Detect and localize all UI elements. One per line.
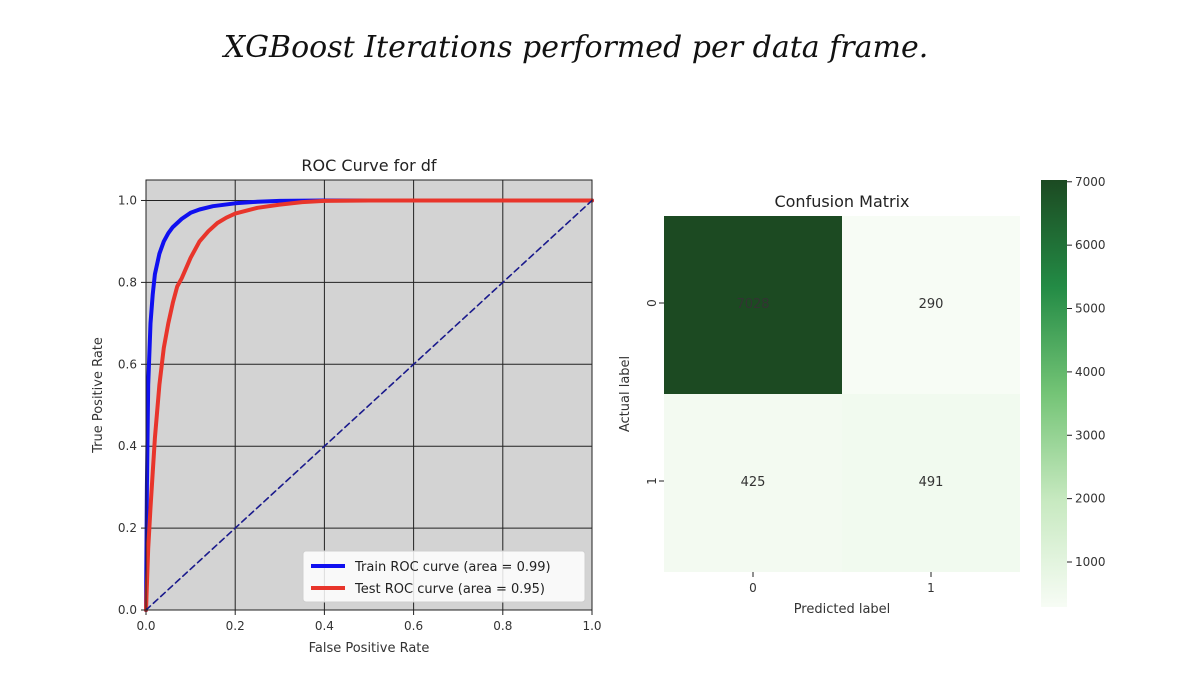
cm-colorbar-tick-label: 4000	[1075, 365, 1106, 379]
cm-y-tick-label: 1	[645, 477, 659, 485]
roc-x-tick-label: 0.6	[404, 619, 423, 633]
roc-chance-line	[145, 199, 593, 611]
roc-y-tick-label: 0.0	[118, 603, 137, 617]
cm-y-axis-label: Actual label	[618, 356, 633, 432]
roc-x-tick-label: 0.8	[493, 619, 512, 633]
roc-y-tick-label: 0.2	[118, 521, 137, 535]
roc-y-tick-label: 0.6	[118, 357, 137, 371]
roc-legend-box	[302, 550, 586, 603]
cm-y-tick-label: 0	[645, 299, 659, 307]
cm-cell-value: 7028	[736, 297, 769, 312]
cm-cell-value: 290	[919, 297, 944, 312]
cm-colorbar-tick-label: 7000	[1075, 175, 1106, 189]
roc-plot-background	[146, 180, 592, 610]
cm-cell	[664, 216, 842, 394]
cm-colorbar-tick-label: 5000	[1075, 302, 1106, 316]
cm-cell	[842, 216, 1020, 394]
roc-plot-frame	[145, 179, 593, 611]
cm-cell-value: 425	[741, 475, 766, 490]
cm-cells: 7028 290 425 491	[664, 216, 1020, 572]
roc-legend-label-test: Test ROC curve (area = 0.95)	[354, 582, 545, 597]
roc-y-tick-label: 1.0	[118, 193, 137, 207]
cm-x-axis-label: Predicted label	[794, 602, 891, 617]
roc-legend-label-train: Train ROC curve (area = 0.99)	[354, 560, 551, 575]
roc-series-lines	[144, 198, 594, 612]
confusion-matrix-chart: Confusion Matrix 7028 290 425 491 0 1 0 1 Pred…	[618, 175, 1106, 617]
roc-legend: Train ROC curve (area = 0.99) Test ROC c…	[302, 550, 586, 603]
cm-x-tick-label: 0	[749, 581, 757, 595]
roc-chart: 0.0 0.2 0.4 0.6 0.8 1.0 0.0 0.2 0.4 0.6 0.8 1.0 RO…	[91, 156, 602, 656]
cm-title: Confusion Matrix	[774, 192, 909, 211]
roc-y-axis-label: True Positive Rate	[91, 337, 106, 454]
cm-colorbar-ticks: 1000 2000 3000 4000 5000 6000 7000	[1067, 175, 1106, 569]
cm-cell	[664, 394, 842, 572]
roc-y-tick-label: 0.4	[118, 439, 137, 453]
roc-gridlines	[145, 180, 593, 611]
roc-x-tick-label: 0.2	[226, 619, 245, 633]
roc-x-tick-label: 1.0	[582, 619, 601, 633]
cm-colorbar-tick-label: 2000	[1075, 492, 1106, 506]
cm-colorbar-tick-label: 1000	[1075, 555, 1106, 569]
cm-colorbar-tick-label: 6000	[1075, 238, 1106, 252]
cm-cell	[842, 394, 1020, 572]
cm-x-tick-label: 1	[927, 581, 935, 595]
cm-cell-value: 491	[919, 475, 944, 490]
roc-x-axis-label: False Positive Rate	[309, 641, 430, 656]
roc-x-tick-label: 0.4	[315, 619, 334, 633]
roc-title: ROC Curve for df	[301, 156, 437, 175]
roc-y-tick-label: 0.8	[118, 275, 137, 289]
cm-colorbar-tick-label: 3000	[1075, 428, 1106, 442]
cm-colorbar	[1041, 180, 1067, 607]
roc-test-curve	[144, 198, 594, 612]
cm-axis-ticks: 0 1 0 1	[645, 299, 935, 595]
figure-caption: XGBoost Iterations performed per data fr…	[223, 30, 929, 65]
roc-x-tick-label: 0.0	[136, 619, 155, 633]
roc-y-ticks: 0.0 0.2 0.4 0.6 0.8 1.0	[118, 193, 146, 617]
roc-x-ticks: 0.0 0.2 0.4 0.6 0.8 1.0	[136, 610, 602, 633]
